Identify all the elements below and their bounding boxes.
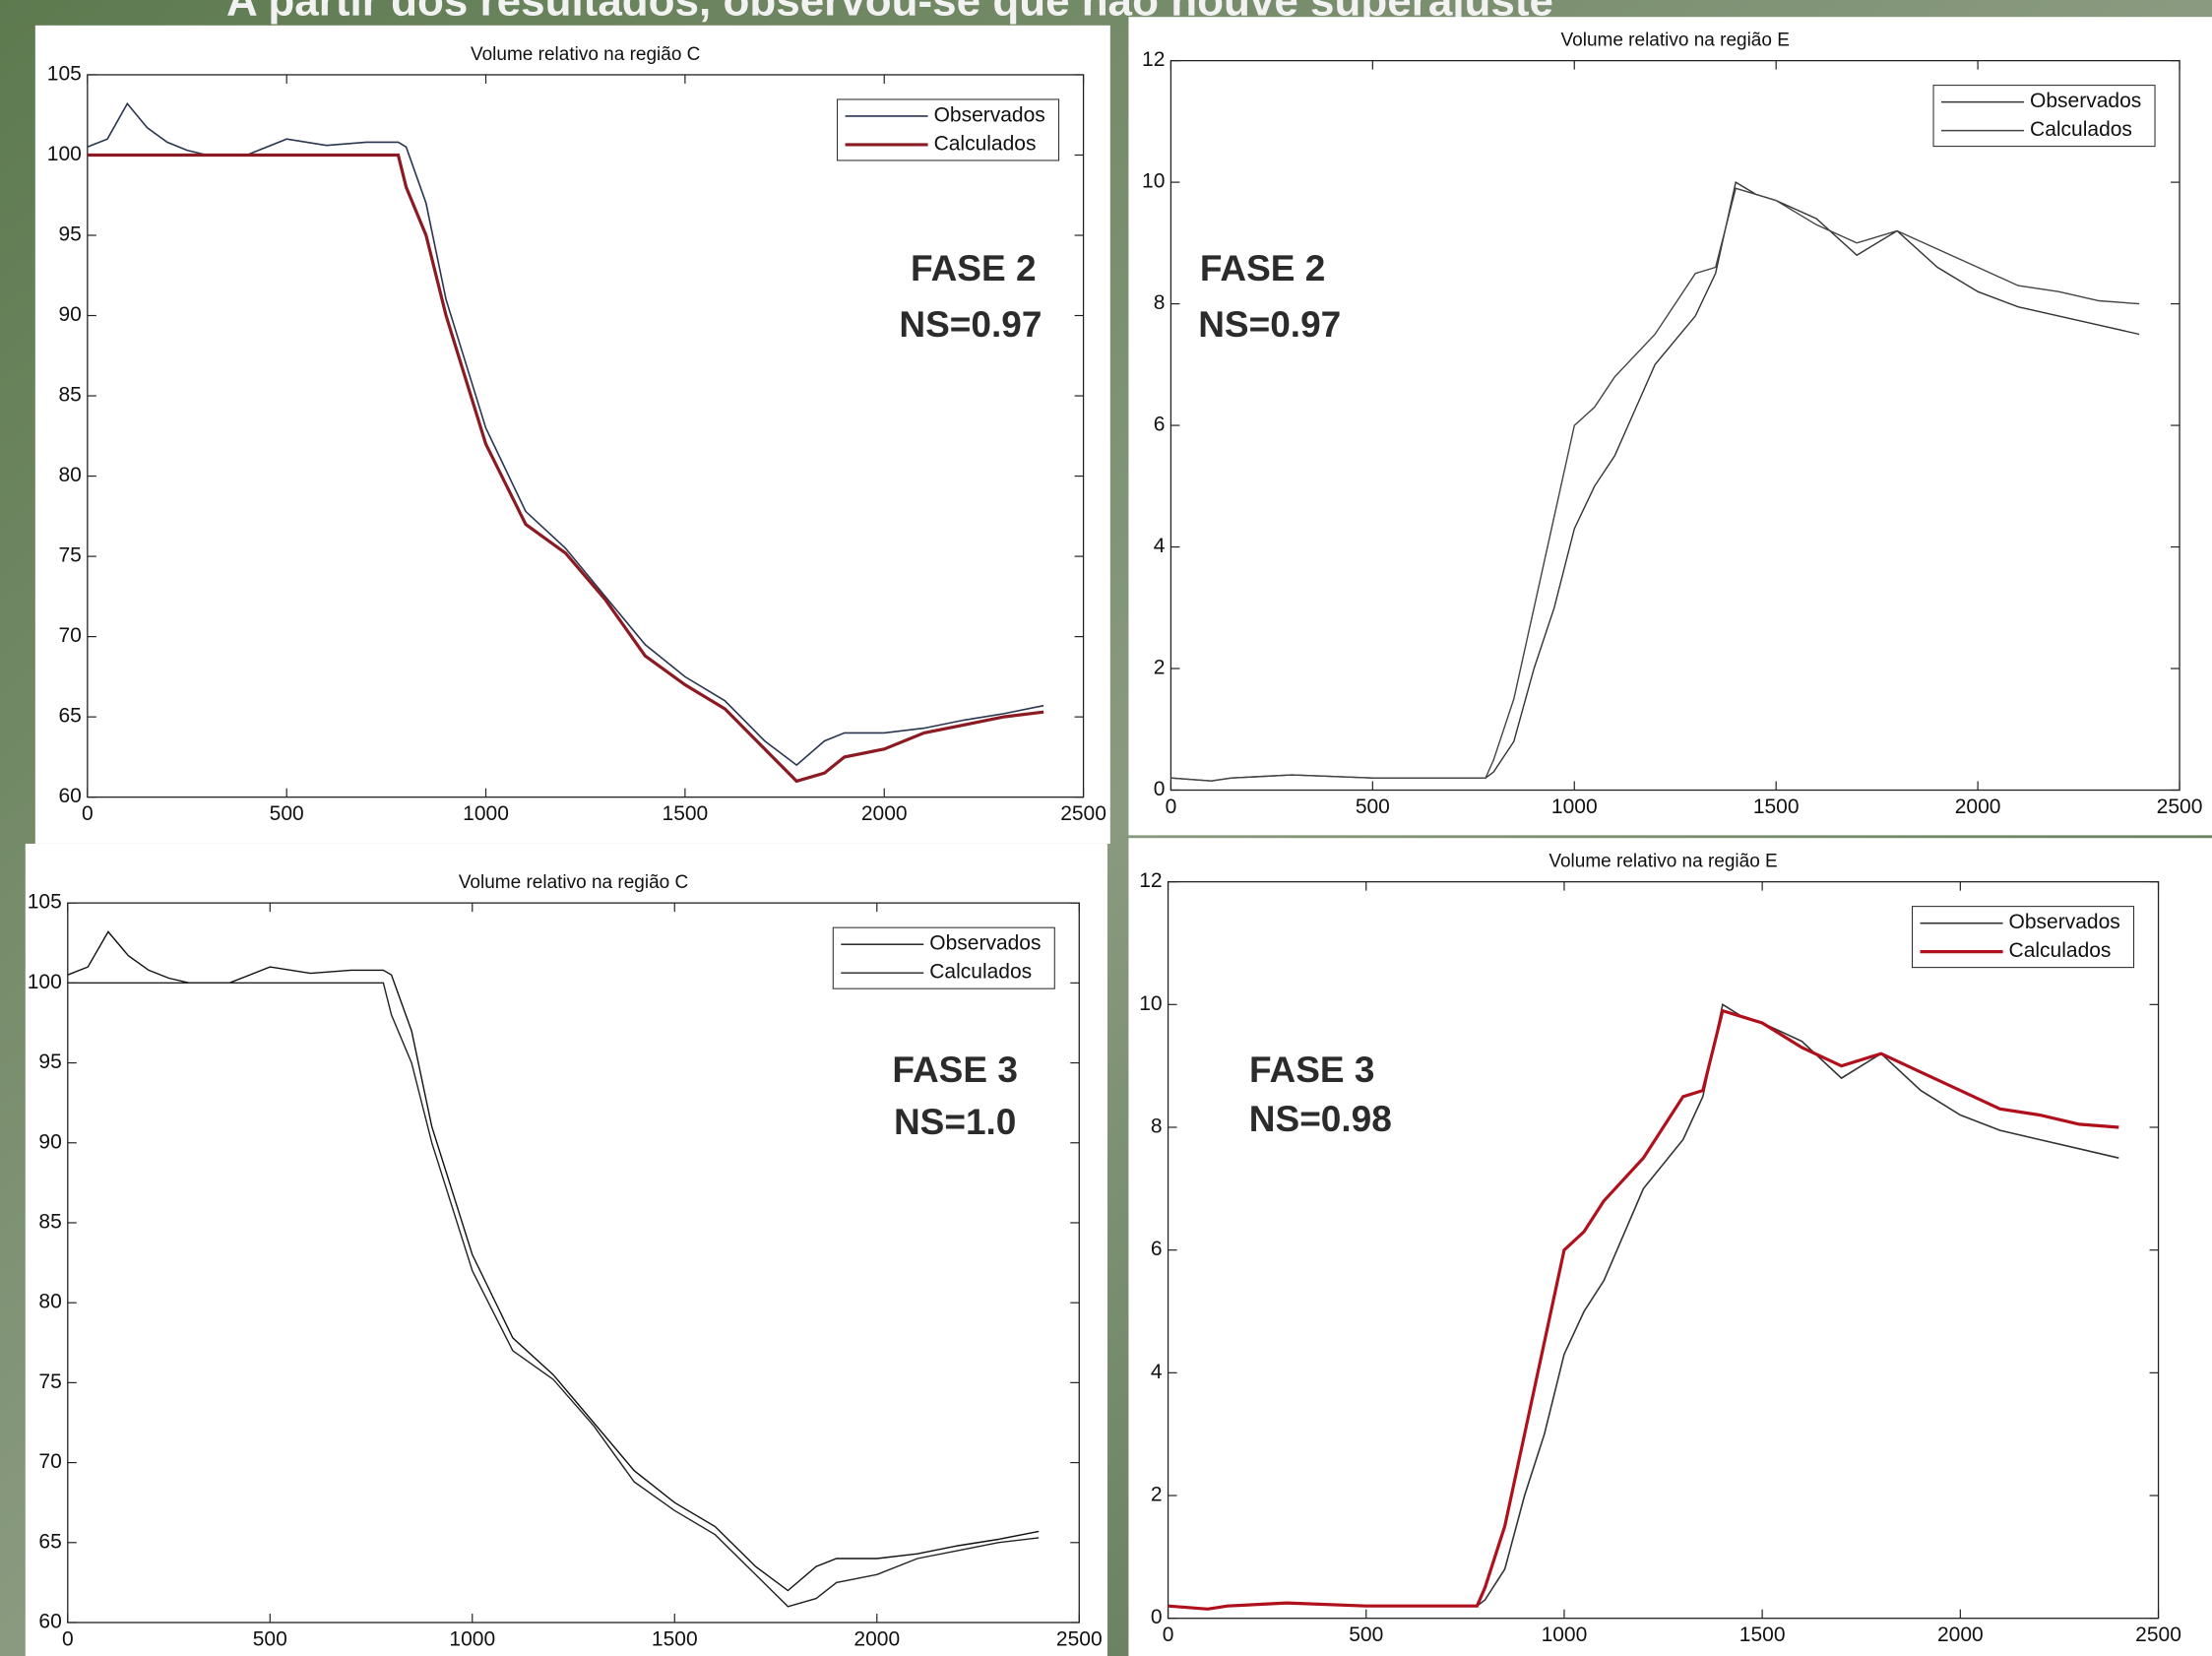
x-tick-label: 0: [1166, 796, 1177, 818]
y-tick-label: 100: [47, 143, 82, 165]
slide: A partir dos resultados, observou-se que…: [0, 0, 2212, 1656]
legend-label: Observados: [2009, 911, 2120, 933]
annotation: FASE 2: [911, 248, 1037, 288]
x-tick-label: 1000: [1542, 1624, 1588, 1646]
y-tick-label: 85: [38, 1211, 61, 1234]
x-tick-label: 2000: [853, 1628, 900, 1651]
y-tick-label: 85: [58, 384, 81, 407]
x-tick-label: 500: [253, 1628, 287, 1651]
y-tick-label: 95: [58, 223, 81, 246]
x-tick-label: 0: [1163, 1624, 1174, 1646]
chart-title: Volume relativo na região C: [471, 44, 700, 65]
x-tick-label: 2000: [1937, 1624, 1984, 1646]
y-tick-label: 75: [58, 544, 81, 567]
x-tick-label: 1000: [1551, 796, 1598, 818]
x-tick-label: 2500: [2135, 1624, 2181, 1646]
annotation: FASE 2: [1200, 248, 1326, 288]
legend-label: Observados: [934, 103, 1045, 126]
y-tick-label: 105: [28, 891, 62, 914]
y-tick-label: 4: [1154, 535, 1166, 557]
y-tick-label: 6: [1151, 1238, 1163, 1260]
legend-label: Calculados: [934, 132, 1037, 155]
x-tick-label: 2000: [1955, 796, 2001, 818]
x-tick-label: 500: [270, 802, 304, 825]
annotation: NS=1.0: [894, 1102, 1016, 1142]
y-tick-label: 8: [1151, 1115, 1163, 1138]
x-tick-label: 500: [1349, 1624, 1383, 1646]
x-tick-label: 500: [1356, 796, 1390, 818]
x-tick-label: 2500: [1056, 1628, 1103, 1651]
y-tick-label: 70: [58, 624, 81, 647]
legend-label: Observados: [929, 932, 1041, 955]
y-tick-label: 10: [1139, 992, 1162, 1015]
y-tick-label: 60: [58, 785, 81, 807]
y-tick-label: 12: [1139, 869, 1162, 892]
annotation: NS=0.98: [1249, 1099, 1392, 1139]
legend-label: Calculados: [2030, 118, 2132, 141]
y-tick-label: 6: [1154, 414, 1166, 436]
y-tick-label: 105: [47, 62, 82, 85]
y-tick-label: 65: [38, 1530, 61, 1553]
y-tick-label: 4: [1151, 1361, 1163, 1383]
x-tick-label: 2500: [2157, 796, 2203, 818]
y-tick-label: 70: [38, 1450, 61, 1473]
x-tick-label: 2500: [1060, 802, 1106, 825]
chart-title: Volume relativo na região E: [1548, 852, 1777, 872]
y-tick-label: 8: [1154, 291, 1166, 314]
y-tick-label: 80: [38, 1291, 61, 1313]
y-tick-label: 90: [58, 303, 81, 326]
annotation: FASE 3: [1249, 1050, 1375, 1090]
y-tick-label: 65: [58, 705, 81, 728]
y-tick-label: 80: [58, 464, 81, 486]
y-tick-label: 2: [1151, 1484, 1163, 1506]
y-tick-label: 90: [38, 1130, 61, 1153]
x-tick-label: 1000: [463, 802, 509, 825]
legend-label: Calculados: [929, 961, 1032, 984]
y-tick-label: 95: [38, 1051, 61, 1073]
y-tick-label: 0: [1151, 1606, 1163, 1628]
y-tick-label: 2: [1154, 657, 1166, 679]
chart-title: Volume relativo na região E: [1561, 31, 1790, 51]
x-tick-label: 1500: [652, 1628, 698, 1651]
annotation: NS=0.97: [1198, 304, 1341, 345]
y-tick-label: 60: [38, 1611, 61, 1633]
annotation: NS=0.97: [899, 304, 1042, 345]
legend-label: Observados: [2030, 90, 2141, 112]
y-tick-label: 12: [1142, 48, 1165, 71]
x-tick-label: 1500: [1739, 1624, 1786, 1646]
x-tick-label: 1500: [663, 802, 709, 825]
x-tick-label: 2000: [861, 802, 908, 825]
x-tick-label: 0: [82, 802, 94, 825]
y-tick-label: 0: [1154, 778, 1166, 800]
chart-title: Volume relativo na região C: [459, 872, 688, 893]
legend-label: Calculados: [2009, 939, 2112, 962]
x-tick-label: 1500: [1753, 796, 1800, 818]
x-tick-label: 0: [62, 1628, 74, 1651]
y-tick-label: 10: [1142, 170, 1165, 193]
annotation: FASE 3: [892, 1050, 1018, 1090]
y-tick-label: 75: [38, 1370, 61, 1393]
y-tick-label: 100: [28, 971, 62, 993]
x-tick-label: 1000: [449, 1628, 495, 1651]
